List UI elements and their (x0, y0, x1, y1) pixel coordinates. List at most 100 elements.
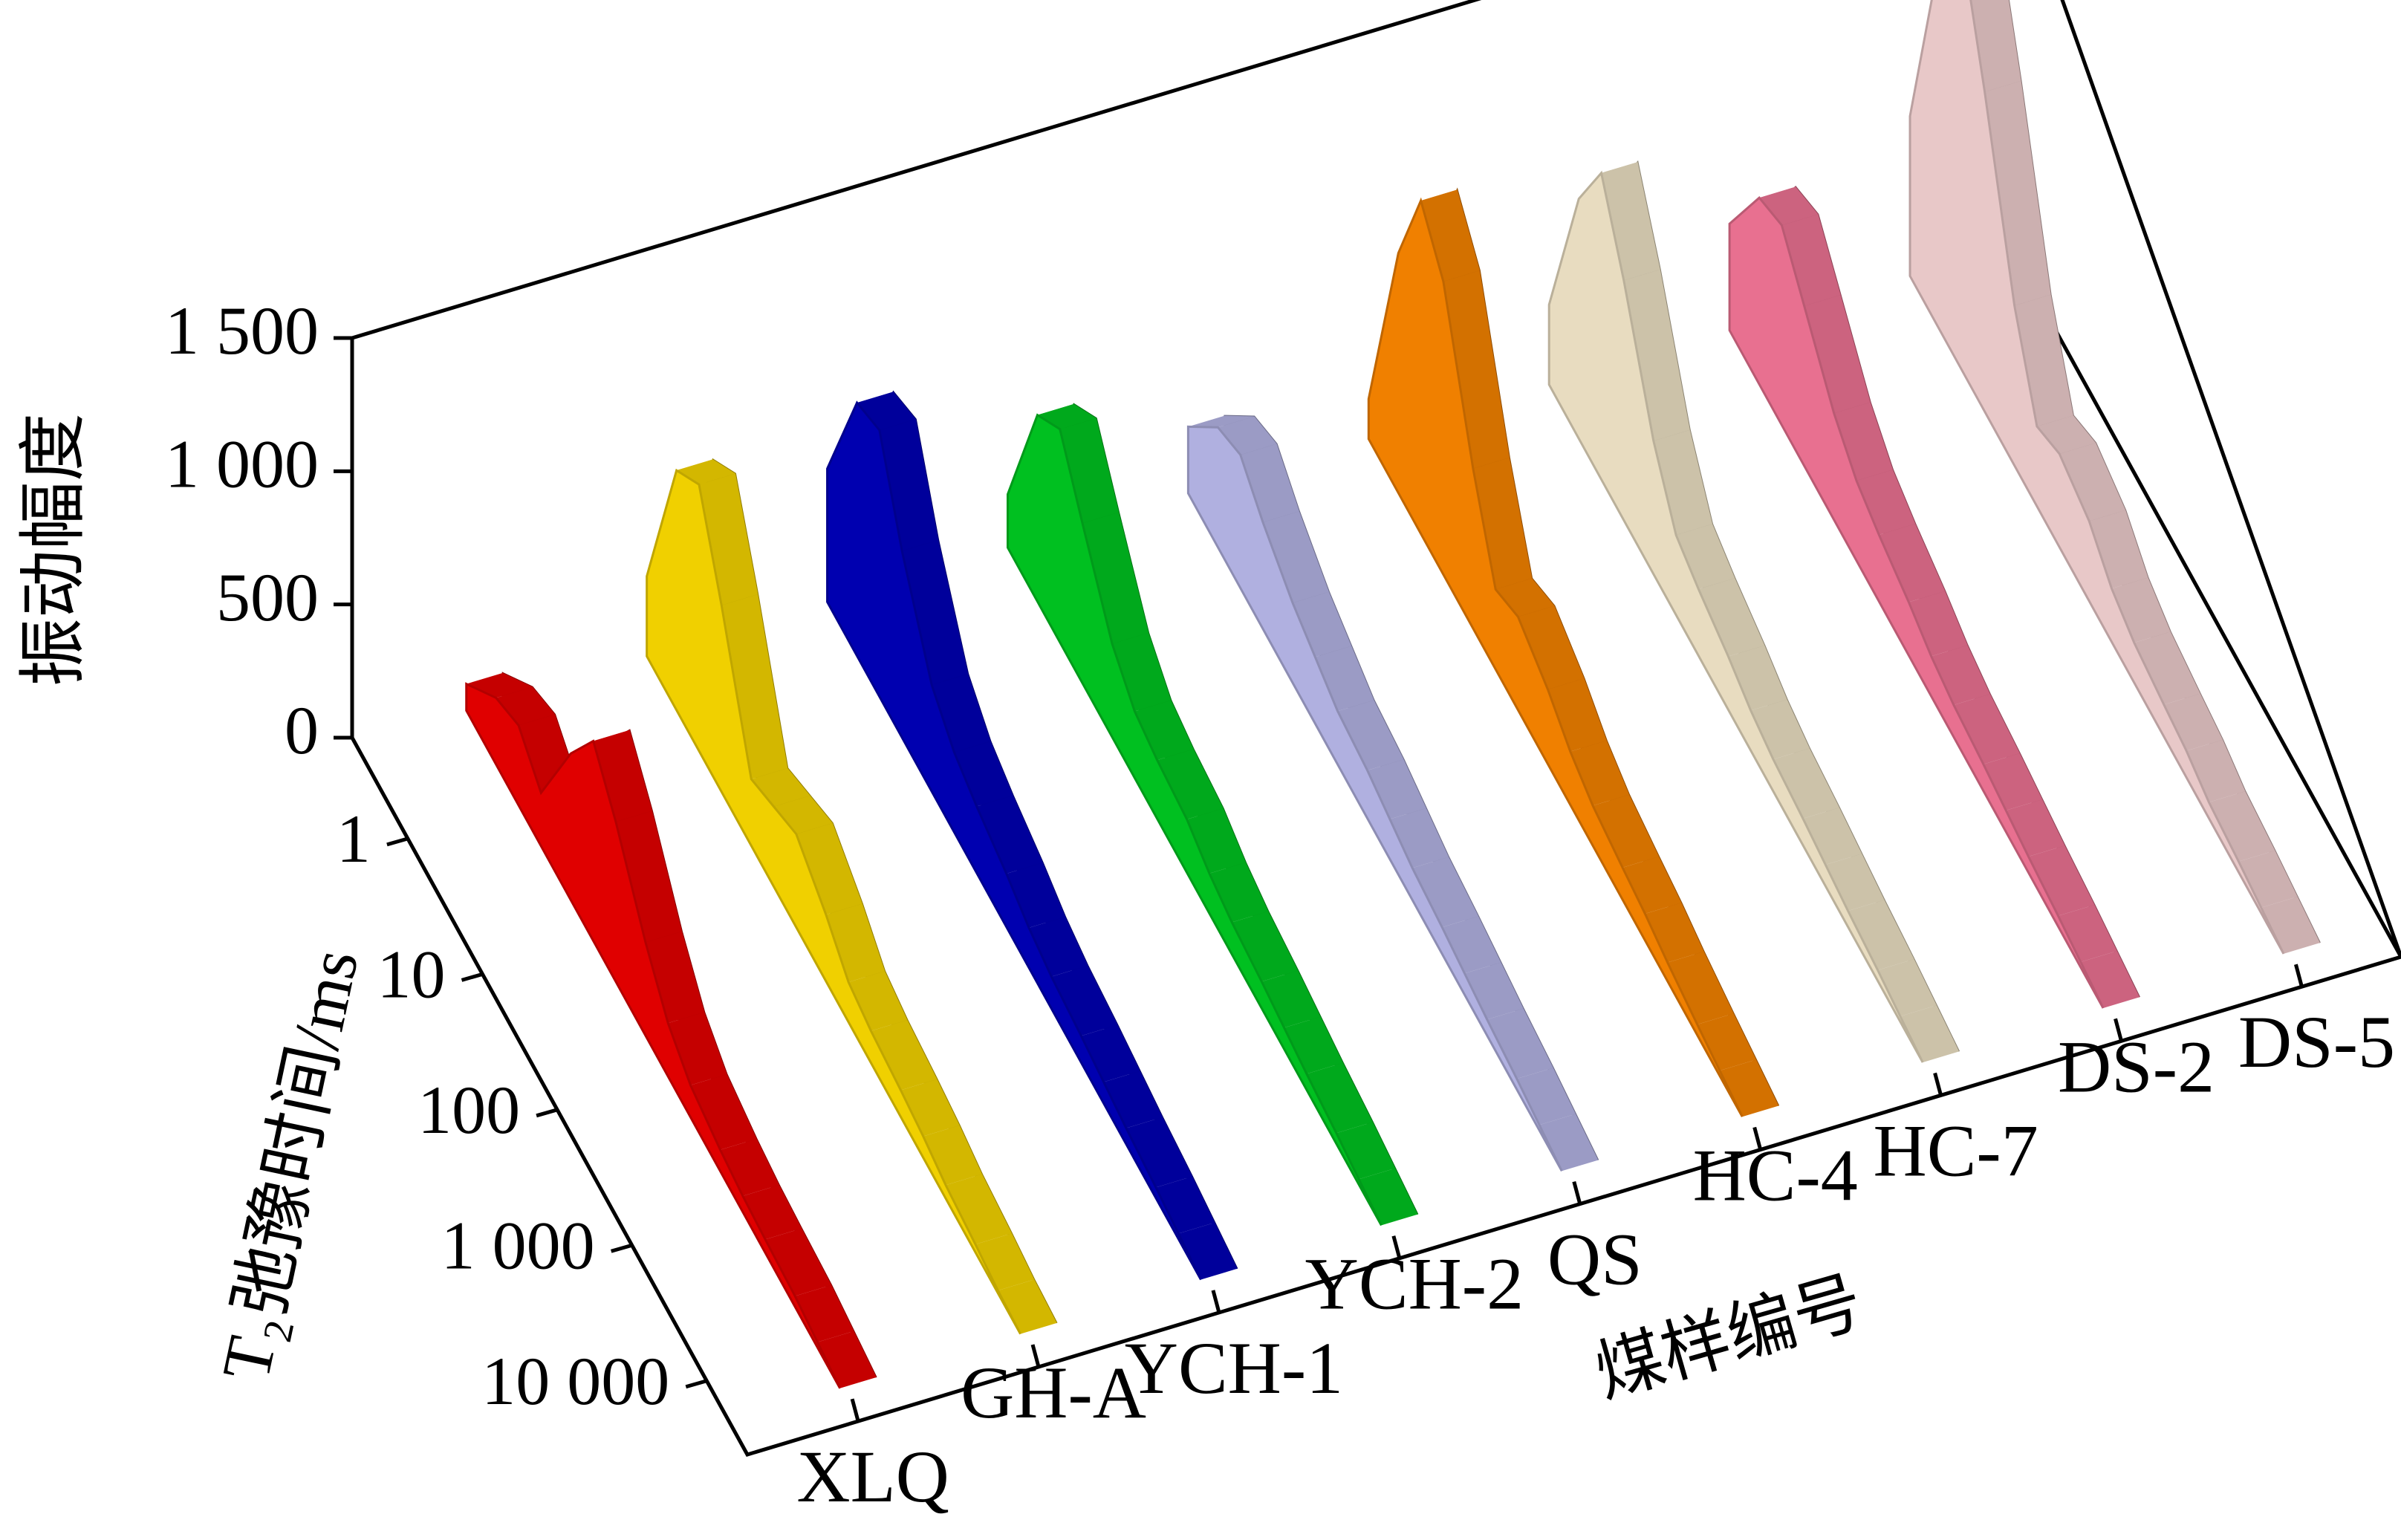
x-tick (1211, 1290, 1221, 1313)
ridge-top (1186, 808, 1246, 874)
ridge-top (1336, 1122, 1396, 1180)
x-tick (1752, 1126, 1763, 1151)
ridge-top (998, 1279, 1057, 1334)
ridge-top (1970, 0, 2021, 92)
ridge-top (2014, 294, 2073, 426)
ridge-top (1337, 700, 1404, 770)
ridge-top (1112, 632, 1172, 712)
ridge (1186, 425, 1563, 1172)
y-tick-label: 100 (418, 1072, 520, 1148)
ridge-top (1464, 962, 1524, 1020)
x-tick-label: GH-A (961, 1351, 1146, 1434)
ridge-top (923, 1125, 982, 1186)
x-tick (2294, 964, 2304, 987)
ridge-top (902, 539, 969, 685)
ridge-top (720, 1139, 779, 1196)
ridge-top (1188, 415, 1255, 428)
ridge-top (1900, 1005, 1960, 1063)
x-tick-label: QS (1547, 1218, 1643, 1301)
ridge-top (2238, 850, 2298, 908)
x-tick-label: HC-7 (1874, 1109, 2038, 1192)
ridge-top (1728, 645, 1787, 711)
ridge-top (1232, 911, 1299, 982)
ridge-top (796, 822, 862, 915)
ridge-top (825, 903, 886, 983)
ridge-top (1931, 645, 1990, 706)
ridge-top (1750, 699, 1810, 760)
ridge-top (1315, 646, 1374, 712)
z-axis-title: 振动幅度 (16, 413, 91, 686)
ridge-top (1516, 1068, 1576, 1125)
x-tick (1572, 1181, 1582, 1205)
z-tick-label: 0 (285, 692, 319, 768)
ridge-top (1178, 1222, 1238, 1280)
ridge-top (2134, 631, 2200, 705)
ridge-top (1698, 578, 1765, 657)
ridge-top (1804, 295, 1871, 414)
ridge-top (645, 931, 705, 1024)
y-tick (610, 1243, 633, 1253)
ridge-top (879, 419, 939, 551)
z-tick-label: 1 500 (165, 293, 319, 368)
ridge-top (1518, 605, 1585, 689)
ridge-top (1367, 759, 1426, 819)
ridge-top (2028, 845, 2095, 916)
ridge-top (1125, 1117, 1192, 1188)
ridge-top (1879, 524, 1946, 602)
ridge-top (1697, 1013, 1756, 1071)
ridge-top (2006, 799, 2065, 857)
ridge-top (2089, 510, 2148, 589)
ridge-top (1848, 900, 1914, 970)
ridge-top (976, 795, 1043, 874)
ridge (465, 682, 842, 1389)
x-tick-label: DS-2 (2058, 1025, 2215, 1108)
ridge-top (1833, 402, 1894, 481)
ridge-top (1389, 808, 1449, 868)
x-tick-label: XLQ (796, 1435, 949, 1518)
ridge-top (954, 741, 1013, 807)
ridge-top (1006, 862, 1066, 928)
z-tick-label: 1 000 (165, 426, 319, 501)
ridge-top (817, 1331, 877, 1388)
ridge-top (1240, 444, 1299, 522)
ridge-top (1412, 857, 1479, 928)
ridge-top (795, 1284, 854, 1342)
ridge-top (1547, 678, 1607, 752)
ridge-top (1262, 511, 1329, 603)
ridge-top (2163, 693, 2223, 751)
y-tick-label: 1 000 (441, 1207, 595, 1283)
ridge (1728, 196, 2105, 1009)
ridge-top (1051, 965, 1118, 1036)
x-tick (1030, 1344, 1041, 1368)
ridge-top (1825, 854, 1885, 912)
ridge-top (1209, 862, 1269, 923)
ridge-top (1306, 1062, 1373, 1134)
ridge-top (1134, 700, 1194, 761)
z-tick-label: 500 (216, 559, 319, 635)
ridge-top (742, 1185, 802, 1240)
ridge-top (615, 810, 682, 943)
ridge-top (1570, 740, 1630, 806)
y-axis-title: T₂弛豫时间/ms (207, 943, 372, 1387)
ridge-top (668, 1012, 727, 1085)
ridge-top (721, 594, 788, 779)
ridge-top (1645, 903, 1704, 963)
ridge-top (1593, 794, 1660, 868)
ridge-top (1667, 951, 1734, 1024)
ridge-top (1155, 1176, 1215, 1234)
ridge-top (1103, 1070, 1163, 1128)
x-tick (850, 1398, 860, 1422)
ridge-top (1037, 403, 1096, 429)
y-tick (685, 1379, 707, 1389)
x-tick-label: DS-5 (2238, 1001, 2395, 1083)
ridge-top (1856, 470, 1916, 535)
ridge-top (1622, 857, 1682, 914)
ridge-top (1284, 1016, 1343, 1074)
y-tick-label: 1 (337, 801, 371, 877)
ridge-top (1442, 916, 1501, 974)
x-tick-label: HC-4 (1693, 1134, 1858, 1216)
ridge-top (1781, 214, 1841, 306)
ridge (1547, 170, 1924, 1063)
ridge-top (2186, 739, 2246, 802)
